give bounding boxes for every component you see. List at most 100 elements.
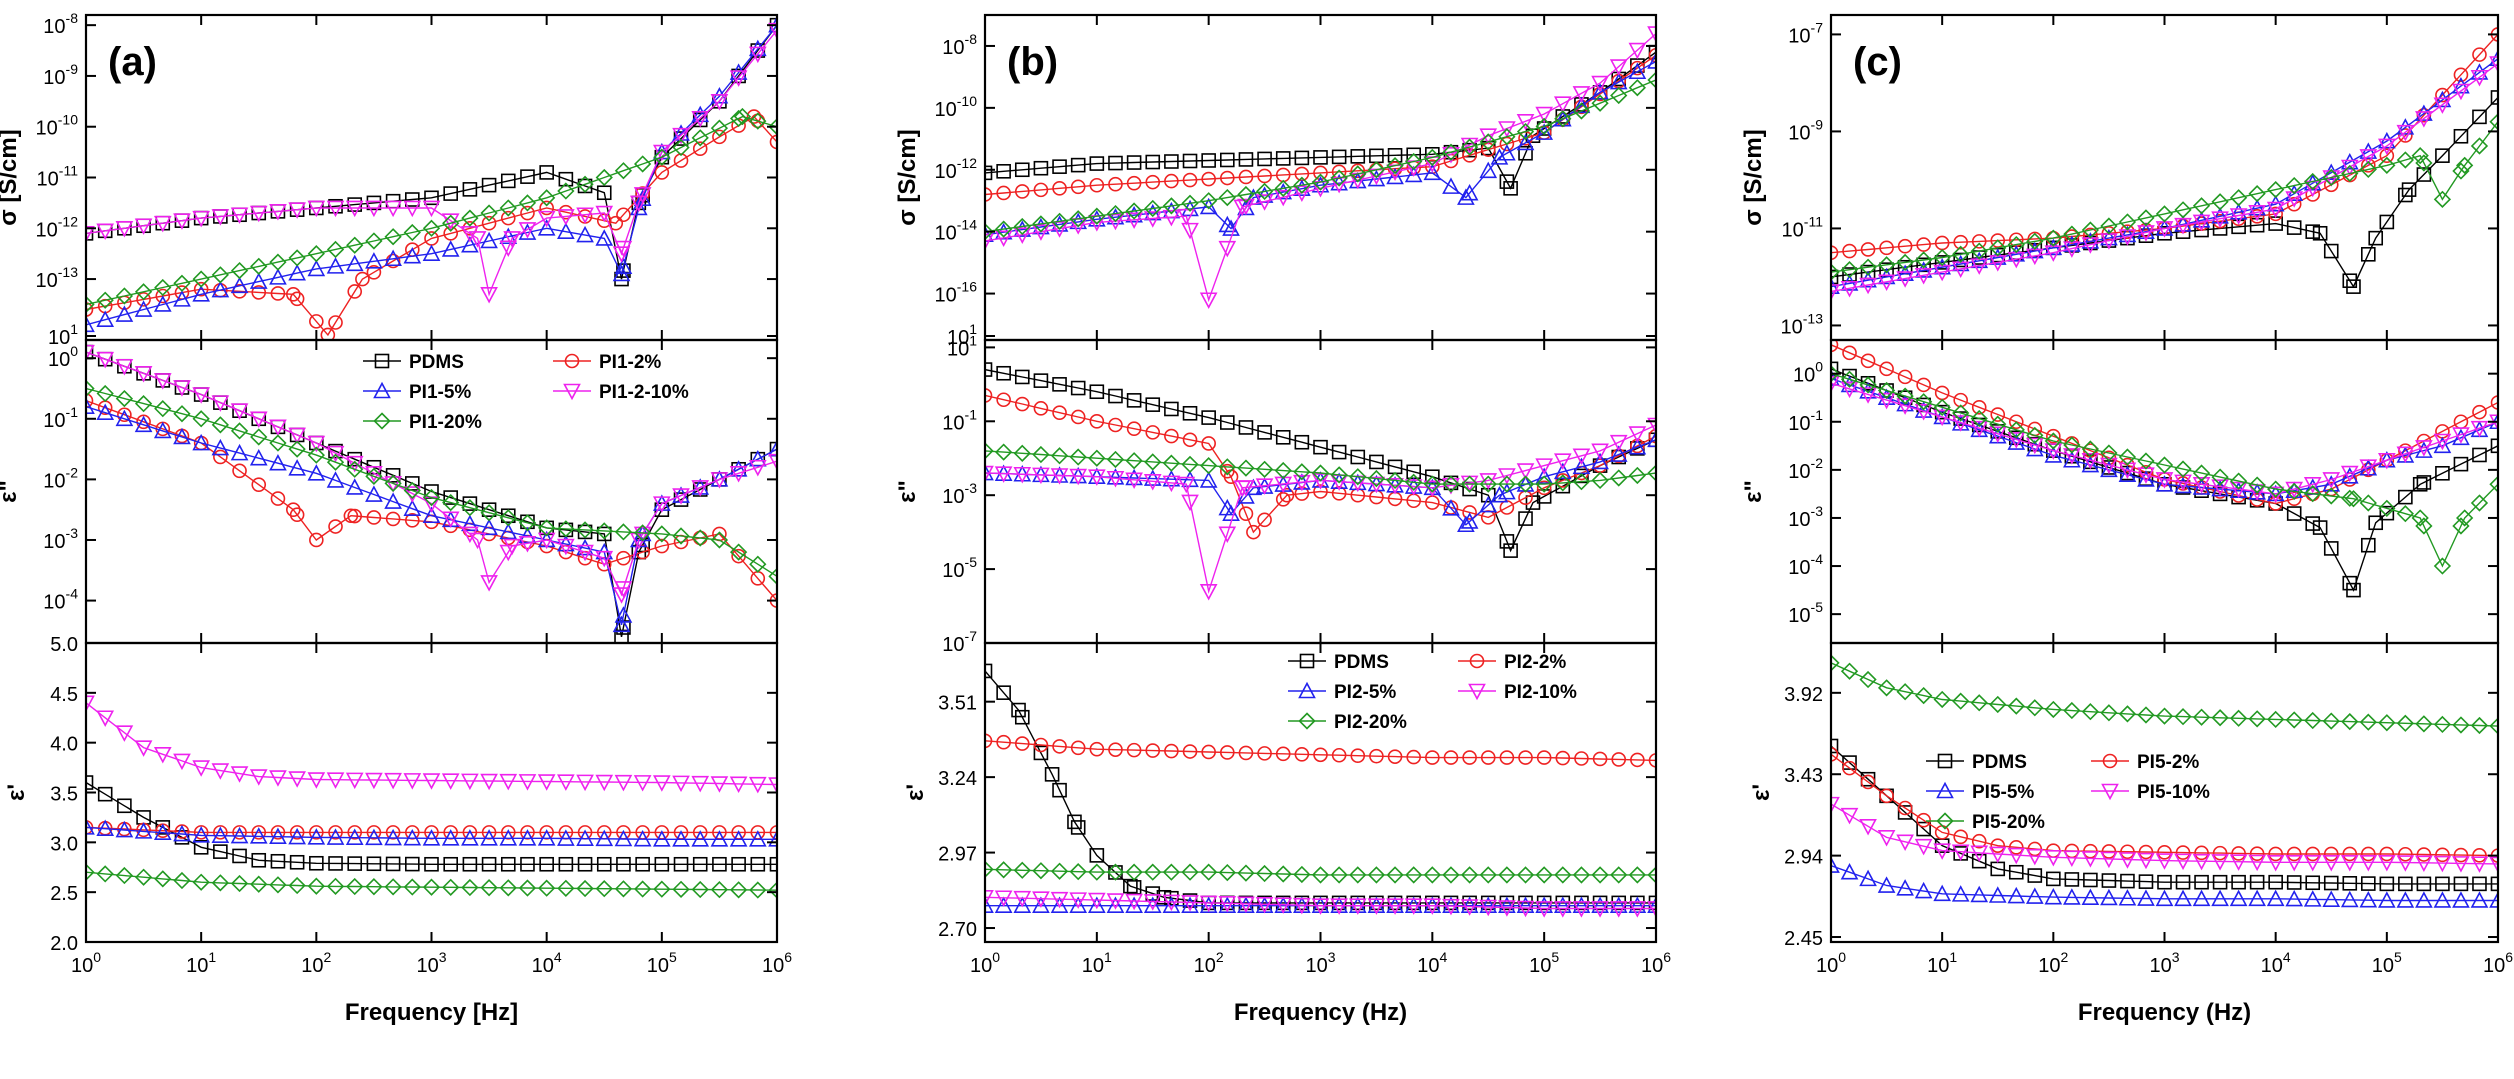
- y-tick-label: 2.45: [1784, 928, 1823, 950]
- data-point-pdms: [1425, 469, 1440, 485]
- legend-label: PI2-2%: [1504, 652, 1566, 673]
- data-point-pi2-20%: [1572, 866, 1591, 884]
- data-point-pi1-5%: [576, 829, 594, 846]
- data-point-pi5-20%: [2137, 209, 2155, 227]
- data-point-pi2-20%: [1535, 866, 1553, 884]
- data-point-pi1-2-10%: [86, 344, 95, 362]
- data-point-pi2-2%: [1331, 486, 1347, 501]
- data-point-pi5-20%: [2304, 172, 2322, 191]
- data-point-pi2-20%: [1181, 194, 1199, 212]
- data-point-pi1-2%: [343, 508, 359, 524]
- y-tick-label: 10-13: [1781, 310, 1824, 338]
- x-tick-label: 105: [1529, 949, 1559, 977]
- data-point-pi2-20%: [1405, 152, 1423, 171]
- data-point-pi5-20%: [1952, 692, 1970, 710]
- data-point-pi2-2%: [1350, 163, 1366, 179]
- data-point-pi1-2-10%: [365, 200, 383, 218]
- data-point-pdms: [1953, 252, 1968, 268]
- data-point-pi1-2-10%: [115, 220, 134, 238]
- data-point-pi5-10%: [2211, 479, 2229, 496]
- data-point-pi2-20%: [1050, 447, 1069, 465]
- data-point-pdms: [1257, 895, 1272, 911]
- data-point-pi5-10%: [2340, 465, 2359, 483]
- data-point-pdms: [1257, 425, 1272, 440]
- data-point-pi1-5%: [499, 829, 518, 846]
- data-point-pi1-20%: [173, 274, 191, 292]
- data-point-pdms: [1350, 149, 1366, 164]
- data-point-pi1-2%: [213, 449, 228, 465]
- y-tick-label: 100: [1793, 359, 1823, 387]
- data-point-pi1-20%: [307, 446, 325, 464]
- data-point-pi5-20%: [2359, 713, 2377, 731]
- data-point-pi2-2%: [1033, 182, 1049, 198]
- data-point-pi1-2%: [193, 825, 209, 840]
- data-point-pi2-5%: [1199, 197, 1218, 215]
- data-point-pi1-2-10%: [652, 496, 671, 513]
- data-point-pi2-5%: [1143, 896, 1162, 913]
- data-point-pi1-5%: [96, 310, 115, 327]
- data-point-pdms: [1052, 377, 1067, 392]
- legend-label: PI5-5%: [1972, 782, 2034, 803]
- plot-area: [985, 663, 1656, 918]
- data-point-pi2-10%: [1442, 146, 1460, 164]
- data-point-pi5-2%: [1916, 377, 1931, 393]
- data-point-pdms: [1971, 853, 1987, 869]
- data-point-pi5-2%: [2472, 404, 2487, 420]
- data-point-pi1-2%: [520, 205, 535, 221]
- data-point-pi5-5%: [2285, 889, 2304, 907]
- data-point-pi2-10%: [1013, 466, 1032, 484]
- data-point-pdms: [2101, 873, 2117, 888]
- data-point-pi2-10%: [1628, 42, 1647, 60]
- data-point-pi1-2-10%: [192, 760, 211, 777]
- data-point-pdms: [1331, 895, 1347, 911]
- data-point-pi5-2%: [1897, 369, 1913, 385]
- data-point-pdms: [2368, 515, 2384, 531]
- data-point-pi1-2-10%: [173, 213, 191, 230]
- data-point-pi1-5%: [307, 464, 326, 481]
- data-point-pi1-2-10%: [461, 526, 479, 544]
- data-point-pi2-2%: [1182, 172, 1198, 188]
- data-point-pi5-5%: [2044, 446, 2063, 463]
- data-point-pi5-10%: [1877, 392, 1896, 410]
- data-point-pi2-10%: [1423, 898, 1442, 915]
- data-point-pi2-2%: [1052, 405, 1067, 420]
- data-point-pi1-2%: [355, 271, 370, 287]
- data-point-pi1-20%: [230, 422, 249, 440]
- data-point-pi2-10%: [1199, 292, 1218, 309]
- data-point-pi5-20%: [2304, 485, 2322, 503]
- data-point-pdms: [1238, 420, 1254, 435]
- series-line-pi5-20%: [1831, 662, 2498, 727]
- data-point-pi2-20%: [1125, 452, 1143, 470]
- data-point-pi2-10%: [1125, 893, 1143, 911]
- data-point-pi2-10%: [1050, 468, 1069, 485]
- data-point-pdms: [2305, 516, 2321, 531]
- data-point-pi1-5%: [633, 189, 652, 206]
- data-point-pi2-10%: [1293, 185, 1311, 202]
- data-point-pi2-10%: [1218, 526, 1237, 543]
- data-point-pdms: [1033, 745, 1049, 761]
- data-point-pi5-20%: [2378, 714, 2396, 732]
- series-line-pi5-5%: [1831, 864, 2498, 902]
- data-point-pi2-20%: [1535, 475, 1553, 493]
- data-point-pi2-10%: [1177, 208, 1196, 226]
- data-point-pdms: [289, 854, 305, 870]
- data-point-pi2-2%: [1294, 747, 1310, 762]
- data-point-pdms: [2346, 279, 2361, 294]
- data-point-pi2-20%: [1647, 866, 1656, 884]
- data-point-pi2-5%: [1457, 515, 1475, 533]
- data-point-pdms: [385, 468, 401, 483]
- data-point-pi5-20%: [2396, 151, 2414, 169]
- data-point-pi5-10%: [2340, 854, 2359, 872]
- data-point-pi2-20%: [1125, 202, 1143, 220]
- data-point-pi1-2-10%: [345, 772, 364, 790]
- data-point-pi1-5%: [345, 828, 364, 845]
- data-point-pi5-20%: [2211, 709, 2229, 727]
- data-point-pi5-2%: [2453, 67, 2469, 83]
- data-point-pi1-20%: [595, 522, 613, 540]
- data-point-pi1-5%: [365, 252, 383, 269]
- data-point-pi1-5%: [557, 534, 575, 552]
- data-point-pi5-10%: [2248, 854, 2266, 872]
- x-tick-label: 103: [2149, 949, 2179, 977]
- data-point-pi5-10%: [2452, 856, 2470, 873]
- data-point-pi1-2-10%: [365, 772, 383, 790]
